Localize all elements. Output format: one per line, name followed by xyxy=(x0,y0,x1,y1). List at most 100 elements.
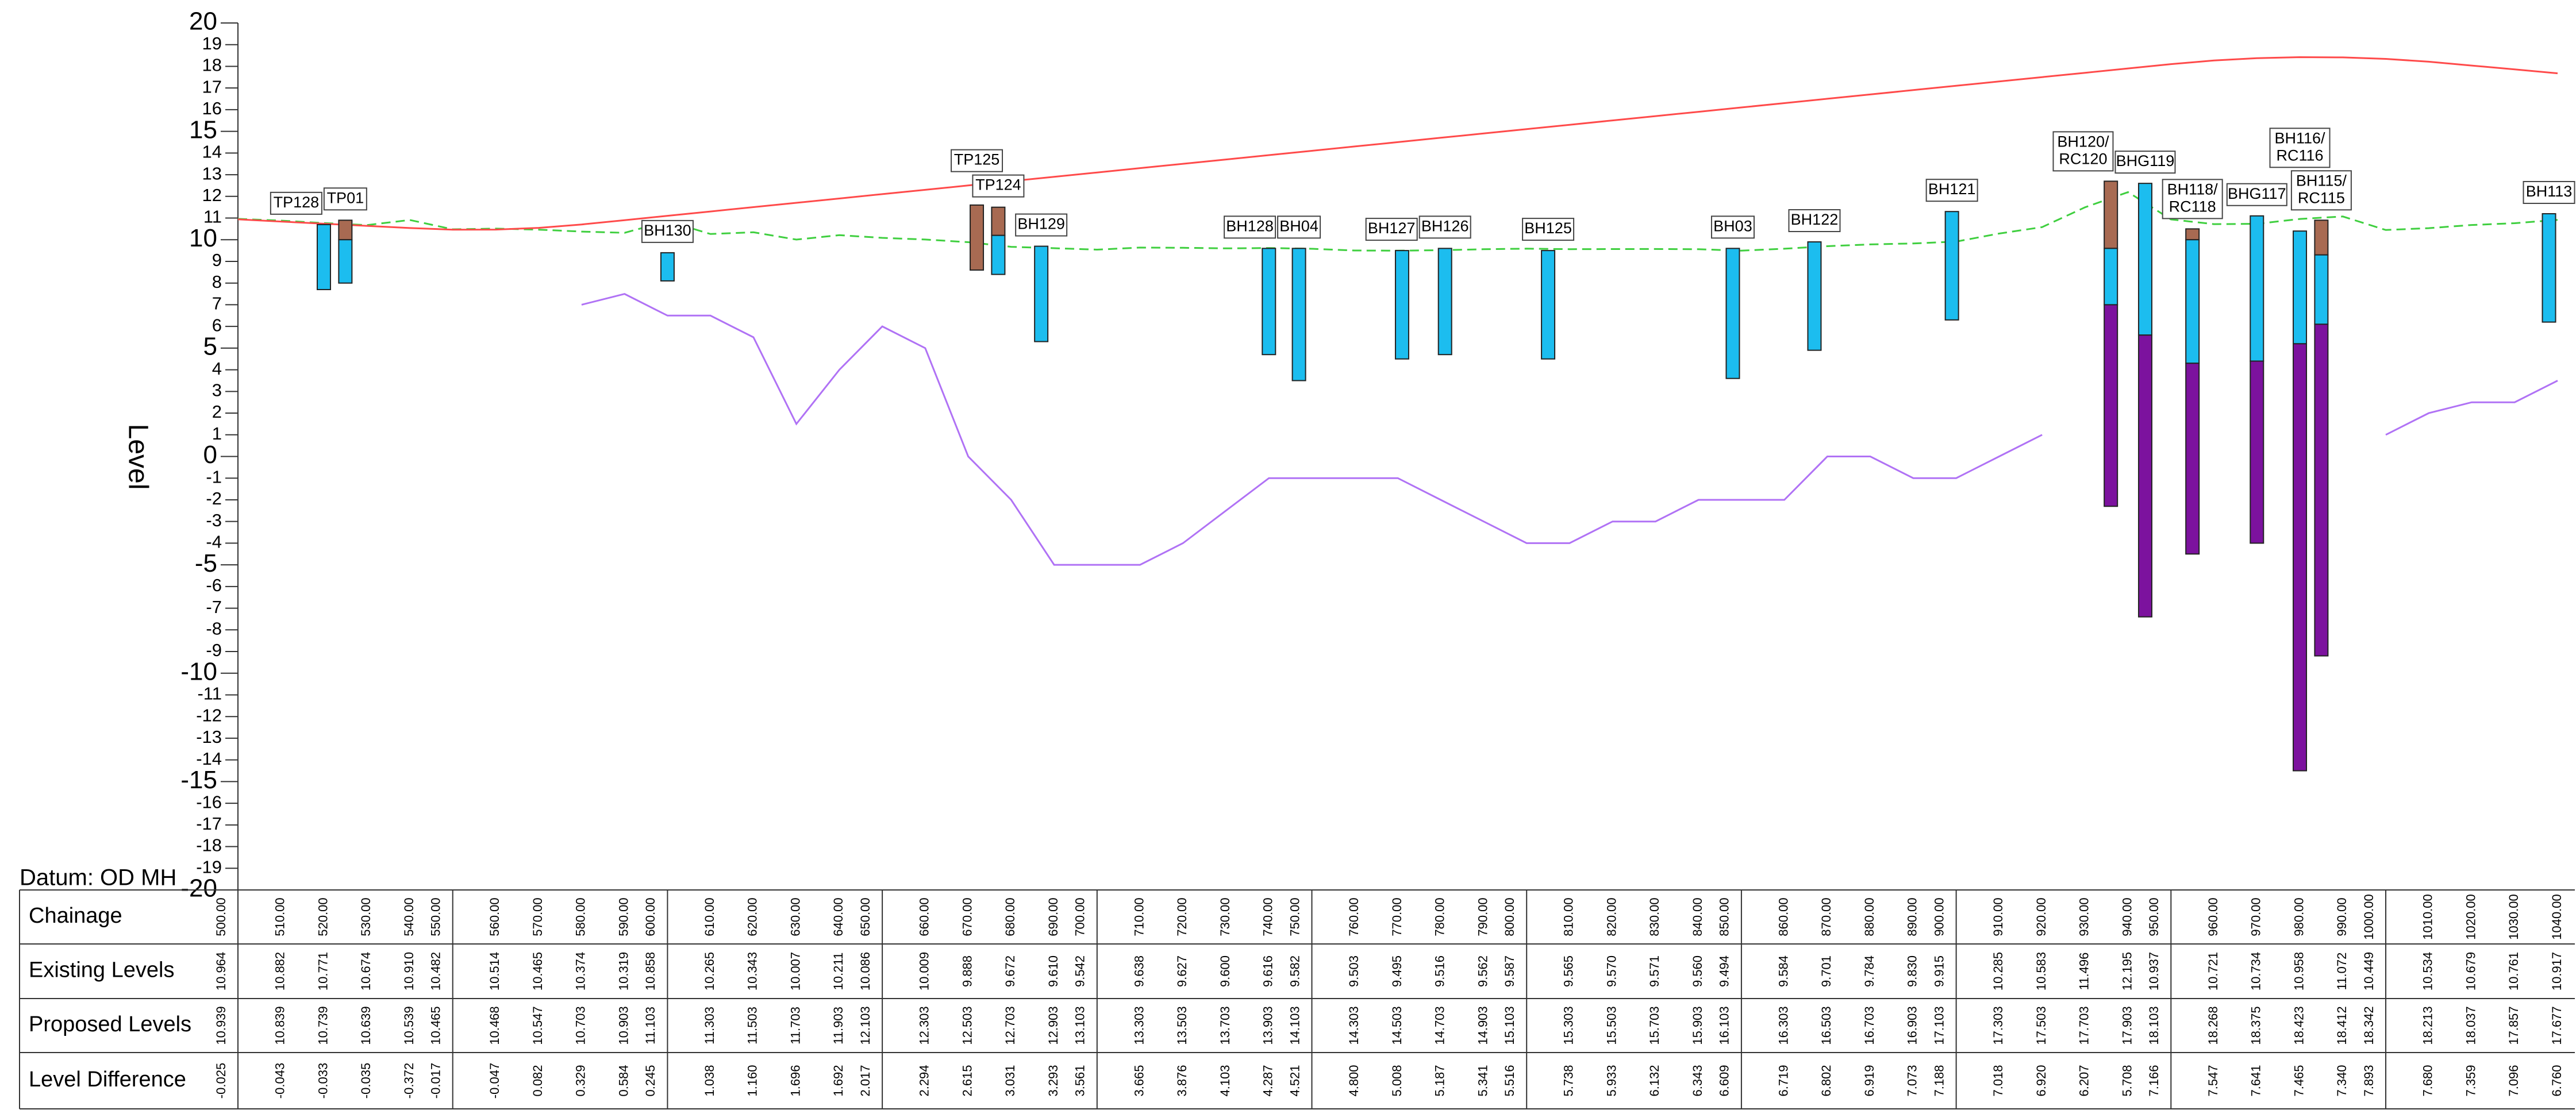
table-cell: 990.00 xyxy=(2335,897,2349,936)
y-tick-label: 15 xyxy=(189,115,217,144)
table-cell: 11.903 xyxy=(831,1007,845,1045)
table-cell: 10.547 xyxy=(530,1006,545,1045)
y-tick-label: 18 xyxy=(202,55,222,75)
table-cell: 1.692 xyxy=(831,1065,845,1096)
borehole-label: TP01 xyxy=(327,189,364,206)
table-cell: 11.303 xyxy=(702,1007,717,1045)
table-cell: 1.160 xyxy=(745,1065,760,1096)
borehole-segment xyxy=(660,252,675,282)
borehole-segment xyxy=(2314,323,2329,657)
table-cell: 18.423 xyxy=(2292,1006,2306,1045)
table-cell: 0.329 xyxy=(574,1065,588,1096)
table-cell: 9.888 xyxy=(960,955,974,987)
borehole-label-line: TP01 xyxy=(327,189,364,206)
table-cell: 950.00 xyxy=(2147,897,2161,936)
table-cell: 10.761 xyxy=(2506,952,2521,990)
borehole-segment xyxy=(1291,248,1306,381)
borehole-label-line: TP128 xyxy=(274,194,320,211)
table-cell: -0.043 xyxy=(273,1063,287,1099)
borehole-label-line: BH126 xyxy=(1421,217,1469,234)
table-cell: 12.903 xyxy=(1046,1006,1060,1045)
borehole-segment xyxy=(1807,241,1822,351)
table-cell: 7.641 xyxy=(2249,1065,2263,1096)
table-cell: 10.679 xyxy=(2463,952,2478,990)
borehole-label-line: BH129 xyxy=(1017,215,1065,233)
table-cell: 10.771 xyxy=(316,952,330,990)
table-cell: 11.072 xyxy=(2335,953,2349,990)
table-cell: 12.195 xyxy=(2120,952,2134,990)
table-cell: 14.303 xyxy=(1347,1006,1361,1045)
table-cell: 620.00 xyxy=(745,897,760,936)
table-cell: 13.303 xyxy=(1132,1006,1146,1045)
borehole-segment xyxy=(2185,239,2200,364)
borehole-label: TP128 xyxy=(274,194,320,211)
borehole-segment xyxy=(1437,248,1452,356)
table-cell: 10.465 xyxy=(429,1006,443,1045)
table-cell: 640.00 xyxy=(831,897,845,936)
y-tick-label: 0 xyxy=(203,441,217,469)
y-tick-label: -5 xyxy=(195,549,217,577)
borehole-segment xyxy=(1541,250,1556,360)
y-tick-label: 2 xyxy=(212,402,222,422)
table-cell: 5.187 xyxy=(1433,1065,1447,1096)
borehole-segment xyxy=(991,234,1006,275)
borehole-label-box xyxy=(2114,151,2176,174)
table-cell: 9.570 xyxy=(1605,955,1619,987)
table-cell: 10.539 xyxy=(402,1006,416,1045)
y-tick-label: -10 xyxy=(180,657,217,685)
y-tick-label: -6 xyxy=(206,575,222,595)
table-cell: 5.516 xyxy=(1502,1065,1517,1096)
table-cell: 6.760 xyxy=(2550,1065,2564,1096)
borehole-label-box xyxy=(2162,179,2223,219)
y-tick-label: 5 xyxy=(203,333,217,361)
borehole-label-line: BH113 xyxy=(2526,183,2573,200)
table-cell: 5.008 xyxy=(1390,1065,1404,1096)
borehole-segment xyxy=(2542,213,2556,323)
y-tick-label: 4 xyxy=(212,359,222,379)
y-tick-label: -9 xyxy=(206,640,222,660)
borehole-label-box xyxy=(951,149,1004,172)
table-cell: 560.00 xyxy=(487,897,502,936)
table-cell: 9.542 xyxy=(1073,955,1087,987)
borehole-label-line: BH116/ xyxy=(2274,129,2325,147)
table-cell: 980.00 xyxy=(2292,897,2306,936)
table-cell: 10.319 xyxy=(617,952,631,990)
table-cell: 5.341 xyxy=(1475,1065,1490,1096)
borehole-segment xyxy=(2137,334,2152,618)
table-cell: 510.00 xyxy=(273,897,287,936)
table-cell: 12.703 xyxy=(1003,1006,1017,1045)
borehole-label-box xyxy=(2290,170,2352,211)
y-tick-label: -3 xyxy=(206,510,222,530)
borehole-label: BH121 xyxy=(1928,180,1976,198)
table-cell: 520.00 xyxy=(316,897,330,936)
borehole-label-box xyxy=(1277,215,1321,239)
table-cell: 590.00 xyxy=(617,897,631,936)
table-cell: 4.103 xyxy=(1218,1065,1232,1096)
borehole-label-line: BH130 xyxy=(644,222,691,239)
borehole-label-line: BH04 xyxy=(1279,217,1318,234)
borehole-segment xyxy=(2185,228,2200,241)
y-tick-label: 9 xyxy=(212,250,222,270)
table-cell: 660.00 xyxy=(917,897,932,936)
borehole-label: BH130 xyxy=(644,222,691,239)
table-cell: 0.245 xyxy=(643,1065,658,1096)
y-tick-label: 14 xyxy=(202,142,222,162)
table-cell: 780.00 xyxy=(1433,897,1447,936)
borehole-label-line: RC116 xyxy=(2276,147,2323,164)
y-axis-label: Level xyxy=(122,424,153,490)
borehole-segment xyxy=(316,223,331,291)
borehole-label: TP125 xyxy=(954,151,1000,168)
table-cell: 17.103 xyxy=(1932,1006,1946,1045)
table-cell: 5.738 xyxy=(1562,1065,1576,1096)
table-cell: 18.037 xyxy=(2463,1006,2478,1045)
borehole-label-line: BH125 xyxy=(1524,219,1572,237)
table-cell: 10.839 xyxy=(273,1006,287,1045)
table-cell: 720.00 xyxy=(1175,897,1189,936)
borehole-label-line: BH128 xyxy=(1226,217,1274,234)
datum-label: Datum: OD MH xyxy=(20,865,176,891)
borehole-label: BH126 xyxy=(1421,217,1469,234)
y-tick-label: -20 xyxy=(180,874,217,903)
table-cell: 7.188 xyxy=(1932,1065,1946,1096)
borehole-label: TP124 xyxy=(975,176,1021,194)
